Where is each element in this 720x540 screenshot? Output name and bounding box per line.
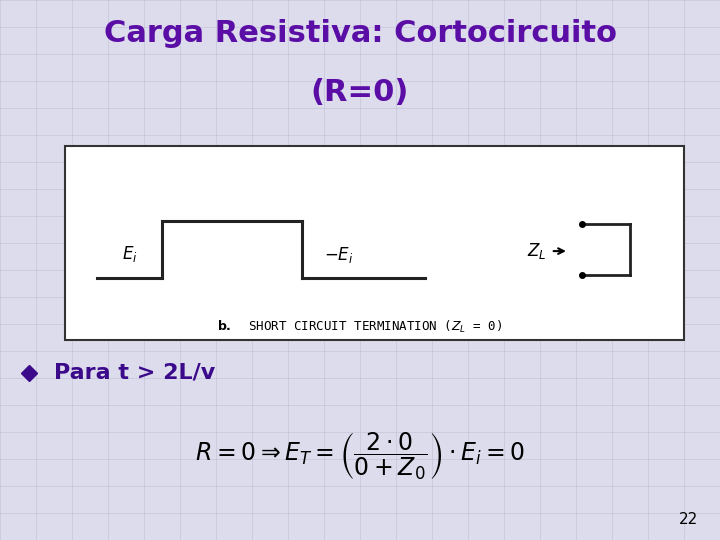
Text: $Z_L$: $Z_L$ — [526, 241, 546, 261]
Text: 22: 22 — [679, 511, 698, 526]
Text: $E_i$: $E_i$ — [122, 244, 138, 264]
Text: Para t > 2L/v: Para t > 2L/v — [54, 362, 215, 383]
Text: $-E_i$: $-E_i$ — [323, 245, 354, 266]
Text: $\mathbf{b.}$  SHORT CIRCUIT TERMINATION ($Z_L$ = 0): $\mathbf{b.}$ SHORT CIRCUIT TERMINATION … — [217, 319, 503, 335]
Text: (R=0): (R=0) — [311, 78, 409, 107]
Text: Carga Resistiva: Cortocircuito: Carga Resistiva: Cortocircuito — [104, 19, 616, 48]
Text: $R = 0 \Rightarrow E_T = \left(\dfrac{2 \cdot 0}{0 + Z_0}\right) \cdot E_i = 0$: $R = 0 \Rightarrow E_T = \left(\dfrac{2 … — [195, 430, 525, 482]
Bar — [65, 146, 684, 340]
